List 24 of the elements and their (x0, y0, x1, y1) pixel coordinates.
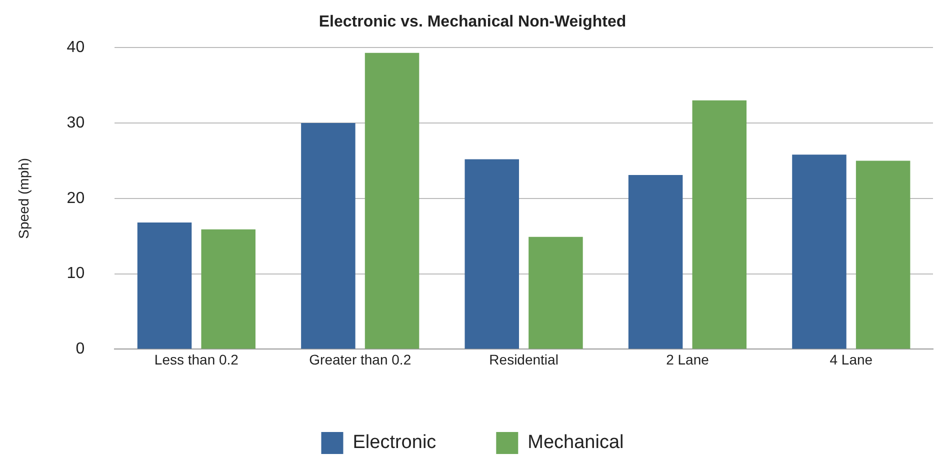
x-tick-label: 4 Lane (830, 351, 873, 368)
x-tick-label: Greater than 0.2 (309, 351, 412, 368)
y-tick-label: 10 (66, 265, 85, 282)
bar (692, 100, 747, 349)
legend-label: Electronic (352, 432, 436, 454)
bar (856, 160, 910, 349)
x-tick-label: Residential (489, 351, 558, 368)
x-tick-label: 2 Lane (666, 351, 710, 368)
bar (528, 236, 583, 349)
bar (628, 175, 683, 349)
y-axis-title: Speed (mph) (15, 158, 32, 239)
y-tick-label: 20 (66, 190, 85, 207)
bar (464, 159, 520, 349)
bar (364, 52, 420, 349)
bar (201, 229, 256, 349)
bar (301, 123, 356, 349)
bar (137, 222, 192, 349)
y-tick-label: 40 (66, 39, 85, 56)
y-tick-label: 30 (66, 114, 85, 132)
legend-label: Mechanical (528, 432, 624, 454)
y-tick-label: 0 (76, 340, 85, 358)
chart-title: Electronic vs. Mechanical Non-Weighted (318, 13, 626, 30)
bar (792, 154, 846, 349)
x-tick-label: Less than 0.2 (154, 351, 239, 368)
